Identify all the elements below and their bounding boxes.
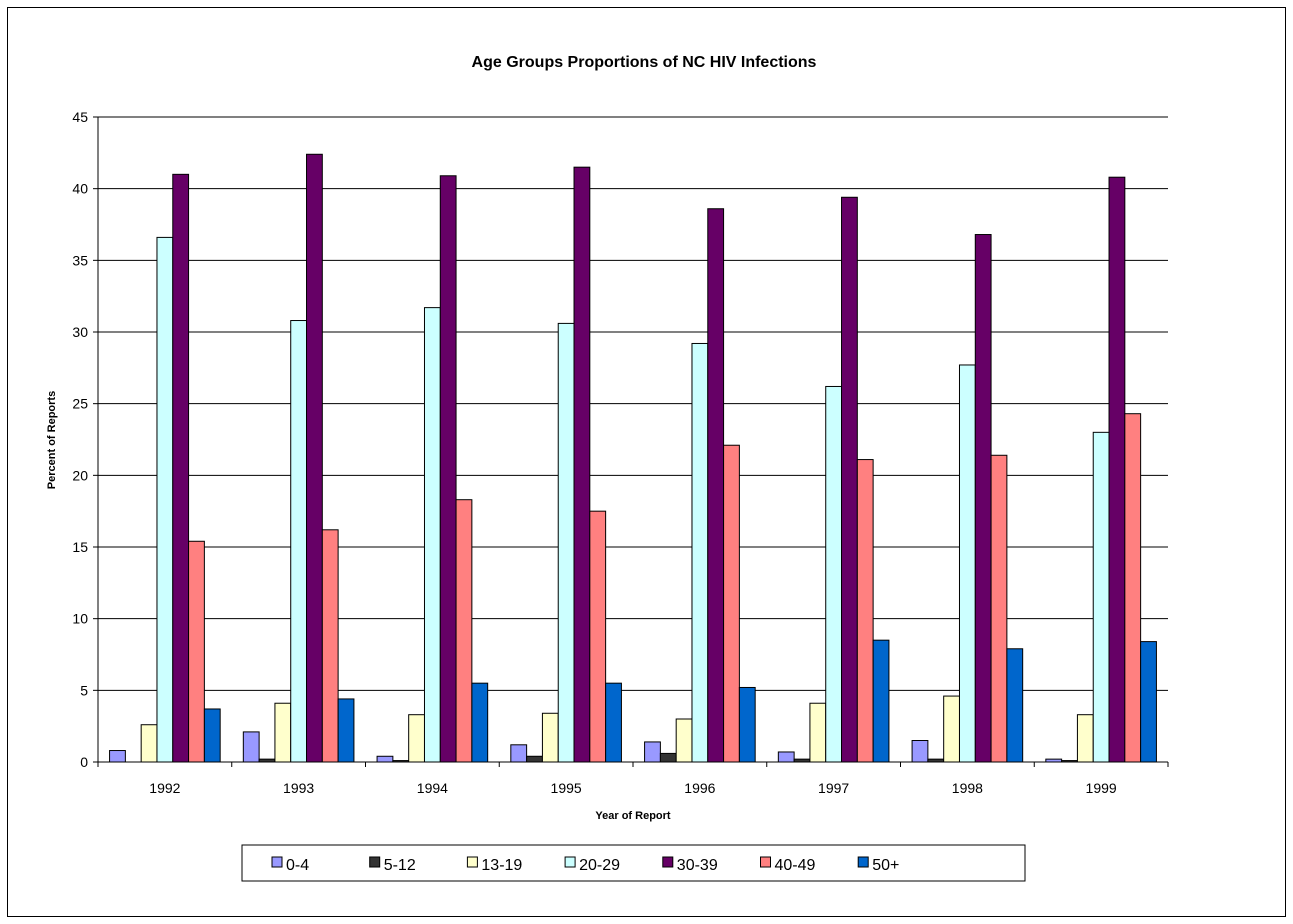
y-tick-label: 0 xyxy=(80,754,88,770)
legend-label: 30-39 xyxy=(677,857,718,874)
legend-swatch xyxy=(369,856,381,868)
bars xyxy=(109,153,1157,763)
y-tick-label: 5 xyxy=(80,682,88,698)
y-tick-label: 15 xyxy=(72,539,88,555)
x-tick-labels: 1992 1993 1994 1995 1996 1997 1998 1999 xyxy=(97,762,1169,796)
gridlines xyxy=(98,116,1168,691)
legend-swatch xyxy=(564,856,576,868)
bar-50+-1998 xyxy=(1006,648,1024,763)
legend-swatch xyxy=(466,856,478,868)
bar-50+-1997 xyxy=(872,639,890,763)
y-tick-label: 30 xyxy=(72,324,88,340)
legend: 0-4 5-12 13-19 20-29 30-39 40-49 50+ xyxy=(241,844,1026,882)
bar-13-19-1993 xyxy=(274,702,292,763)
bar-0-4-1993 xyxy=(242,731,260,763)
bar-40-49-1992 xyxy=(188,540,205,763)
bar-13-19-1999 xyxy=(1076,714,1094,763)
legend-swatch xyxy=(662,856,674,868)
bar-20-29-1996 xyxy=(691,342,709,763)
bar-50+-1994 xyxy=(471,682,489,763)
y-tick-label: 20 xyxy=(72,467,88,483)
bar-5-12-1995 xyxy=(526,755,543,763)
bar-30-39-1998 xyxy=(974,234,992,763)
chart-frame xyxy=(7,7,1286,917)
bar-20-29-1993 xyxy=(290,320,308,763)
bar-30-39-1995 xyxy=(573,166,591,763)
bar-20-29-1999 xyxy=(1092,431,1110,763)
bar-50+-1995 xyxy=(605,682,622,763)
y-axis-title: Percent of Reports xyxy=(46,391,58,489)
x-tick-label: 1992 xyxy=(149,780,180,796)
bar-30-39-1997 xyxy=(841,196,858,763)
bar-5-12-1996 xyxy=(659,752,677,763)
bar-13-19-1998 xyxy=(943,695,960,763)
bar-13-19-1992 xyxy=(140,724,158,763)
x-tick-label: 1998 xyxy=(952,780,983,796)
bar-20-29-1998 xyxy=(958,364,976,763)
legend-label: 50+ xyxy=(872,857,899,874)
bar-30-39-1992 xyxy=(172,173,190,763)
legend-label: 40-49 xyxy=(775,857,816,874)
bar-20-29-1997 xyxy=(825,385,843,763)
bar-13-19-1996 xyxy=(675,718,693,763)
bar-50+-1999 xyxy=(1140,641,1157,763)
bar-40-49-1996 xyxy=(723,444,740,763)
x-tick-label: 1993 xyxy=(283,780,314,796)
bar-13-19-1995 xyxy=(541,712,559,763)
y-tick-labels: 0 5 10 15 20 25 30 35 40 45 xyxy=(72,109,98,770)
bar-0-4-1996 xyxy=(644,741,661,763)
y-tick-label: 10 xyxy=(72,611,88,627)
x-tick-label: 1996 xyxy=(684,780,715,796)
y-tick-label: 35 xyxy=(72,252,88,268)
bar-40-49-1995 xyxy=(589,510,607,763)
bar-13-19-1994 xyxy=(408,714,425,763)
x-tick-label: 1995 xyxy=(551,780,582,796)
y-tick-label: 40 xyxy=(72,181,88,197)
legend-swatch xyxy=(760,856,771,868)
bar-0-4-1997 xyxy=(777,751,795,763)
bar-40-49-1999 xyxy=(1124,413,1142,763)
bar-30-39-1996 xyxy=(707,208,725,763)
bar-20-29-1992 xyxy=(156,236,174,763)
x-axis-title: Year of Report xyxy=(595,810,671,822)
legend-box xyxy=(241,844,1026,882)
legend-label: 5-12 xyxy=(384,857,416,874)
bar-0-4-1994 xyxy=(376,755,394,763)
legend-label: 13-19 xyxy=(481,857,522,874)
bar-30-39-1999 xyxy=(1108,176,1126,763)
bar-40-49-1994 xyxy=(455,499,473,763)
bar-40-49-1993 xyxy=(321,529,339,763)
bar-40-49-1998 xyxy=(990,454,1008,763)
bar-50+-1993 xyxy=(337,698,355,763)
bar-30-39-1993 xyxy=(306,153,323,763)
bar-0-4-1992 xyxy=(109,750,126,763)
x-tick-label: 1997 xyxy=(818,780,849,796)
bar-13-19-1997 xyxy=(809,702,827,763)
chart-title: Age Groups Proportions of NC HIV Infecti… xyxy=(472,54,817,71)
bar-50+-1992 xyxy=(203,708,221,763)
bar-50+-1996 xyxy=(738,686,756,763)
y-tick-label: 45 xyxy=(72,109,88,125)
bar-0-4-1995 xyxy=(510,744,528,763)
x-tick-label: 1999 xyxy=(1086,780,1117,796)
legend-swatch xyxy=(857,856,869,868)
bar-0-4-1998 xyxy=(911,740,929,763)
bar-30-39-1994 xyxy=(439,175,457,763)
legend-label: 20-29 xyxy=(579,857,620,874)
legend-swatch xyxy=(271,856,283,868)
bar-40-49-1997 xyxy=(856,459,874,763)
bar-20-29-1994 xyxy=(423,307,441,763)
y-tick-label: 25 xyxy=(72,396,88,412)
bar-20-29-1995 xyxy=(557,322,575,763)
legend-label: 0-4 xyxy=(286,857,309,874)
x-tick-label: 1994 xyxy=(417,780,448,796)
